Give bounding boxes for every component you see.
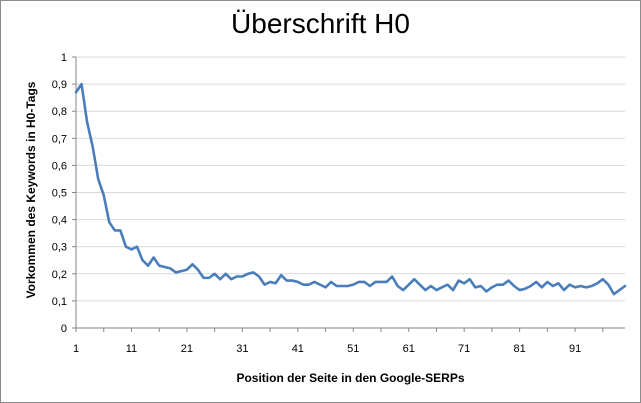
x-axis-label: Position der Seite in den Google-SERPs: [236, 371, 465, 385]
x-tick-label: 91: [569, 343, 581, 355]
y-tick-label: 0,7: [52, 133, 67, 145]
gridlines: [76, 56, 625, 302]
y-tick-label: 1: [61, 52, 67, 64]
y-tick-label: 0,9: [52, 79, 67, 91]
y-tick-label: 0,8: [52, 106, 67, 118]
y-tick-label: 0,1: [52, 296, 67, 308]
x-tick-label: 61: [403, 343, 415, 355]
y-tick-labels: 0 0,1 0,2 0,3 0,4 0,5 0,6 0,7 0,8 0,9 1: [52, 52, 67, 335]
y-tick-label: 0,5: [52, 188, 67, 200]
series-line: [74, 82, 627, 296]
x-tick-label: 1: [73, 343, 79, 355]
x-tick-labels: 1 11 21 31 41 51 61 71 81 91: [73, 343, 581, 355]
y-tick-label: 0: [61, 323, 67, 335]
x-tick-label: 41: [292, 343, 304, 355]
y-tick-label: 0,4: [52, 215, 67, 227]
x-tick-label: 81: [514, 343, 526, 355]
x-tick-label: 11: [126, 343, 137, 355]
x-tick-label: 51: [347, 343, 359, 355]
y-tick-label: 0,6: [52, 160, 67, 172]
series: [74, 82, 627, 296]
y-tick-label: 0,3: [52, 242, 67, 254]
x-tick-label: 71: [458, 343, 470, 355]
y-axis-label: Vorkommen des Keywords in H0-Tags: [24, 81, 38, 299]
x-tick-label: 31: [236, 343, 248, 355]
axes: [72, 56, 625, 332]
y-tick-label: 0,2: [52, 269, 67, 281]
x-tick-label: 21: [181, 343, 193, 355]
chart-title: Überschrift H0: [231, 8, 410, 39]
